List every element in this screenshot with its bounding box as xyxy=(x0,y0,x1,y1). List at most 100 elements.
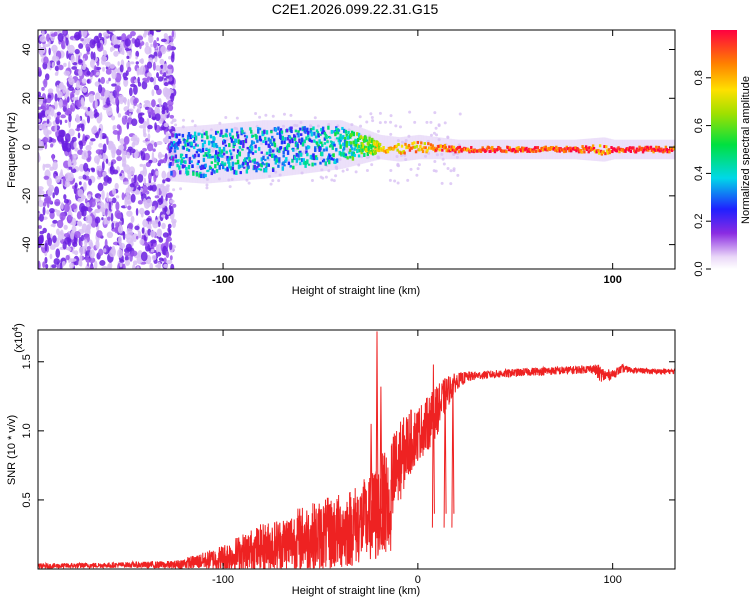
spectrogram-signal-cell xyxy=(197,160,200,164)
spectrogram-signal-cell xyxy=(605,145,608,149)
spectrogram-noise-cell xyxy=(169,114,175,119)
spectrogram-signal-cell xyxy=(319,161,322,165)
spectrogram-noise-cell xyxy=(86,115,91,124)
spectrogram-noise-cell xyxy=(88,93,95,103)
spectrogram-signal-cell xyxy=(609,149,612,153)
spectrogram-halo-cell xyxy=(209,124,213,184)
spectrogram-noise-cell xyxy=(146,217,152,222)
spectrogram-noise-cell xyxy=(67,77,73,83)
spectrogram-signal-cell xyxy=(413,141,416,145)
spectrogram-signal-cell xyxy=(314,135,318,139)
spectrogram-noise-cell xyxy=(111,197,117,204)
spectrogram-signal-cell xyxy=(328,159,331,165)
spectrogram-noise-cell xyxy=(86,245,91,251)
spectrogram-signal-cell xyxy=(241,148,244,151)
spectrogram-noise-cell xyxy=(193,124,197,128)
spectrogram-noise-cell xyxy=(50,143,54,148)
spectrogram-signal-cell xyxy=(175,143,178,149)
spectrogram-noise-cell xyxy=(143,100,151,104)
spectrogram-noise-cell xyxy=(434,126,438,130)
spectrogram-signal-cell xyxy=(357,154,361,158)
spectrogram-noise-cell xyxy=(124,252,131,257)
spectrogram-noise-cell xyxy=(65,142,72,153)
spectrogram-noise-cell xyxy=(118,125,122,135)
spectrogram-signal-cell xyxy=(660,147,663,151)
spectrogram-noise-cell xyxy=(94,208,99,213)
spectrogram-signal-cell xyxy=(186,147,189,152)
spectrogram-noise-cell xyxy=(82,174,87,180)
spectrogram-signal-cell xyxy=(297,132,300,138)
spectrogram-noise-cell xyxy=(144,79,150,83)
spectrogram-noise-cell xyxy=(181,125,185,129)
spectrogram-halo-cell xyxy=(425,135,429,160)
spectrogram-noise-cell xyxy=(455,155,459,159)
spectrogram-noise-cell xyxy=(376,129,380,133)
spectrogram-signal-cell xyxy=(216,130,220,134)
spectrogram-noise-cell xyxy=(100,95,104,101)
spectrogram-signal-cell xyxy=(247,155,250,159)
spectrogram-signal-cell xyxy=(365,139,369,142)
spectrogram-noise-cell xyxy=(127,98,130,109)
spectrogram-noise-cell xyxy=(76,221,80,226)
spectrogram-signal-cell xyxy=(338,140,341,145)
spectrogram-signal-cell xyxy=(339,133,342,137)
spectrogram-noise-cell xyxy=(66,214,73,224)
spectrogram-signal-cell xyxy=(577,148,580,152)
spectrogram-signal-cell xyxy=(271,149,275,153)
spectrogram-signal-cell xyxy=(361,148,364,153)
spectrogram-signal-cell xyxy=(282,161,285,165)
spectrogram-signal-cell xyxy=(330,129,334,134)
spectrogram-noise-cell xyxy=(41,93,47,101)
spectrogram-signal-cell xyxy=(210,141,213,144)
spectrogram-noise-cell xyxy=(106,192,109,202)
spectrogram-noise-cell xyxy=(165,96,171,100)
spectrogram-noise-cell xyxy=(458,112,462,116)
spectrogram-noise-cell xyxy=(449,182,453,186)
spectrogram-signal-cell xyxy=(403,151,406,155)
spectrogram-signal-cell xyxy=(374,145,377,149)
spectrogram-noise-cell xyxy=(169,242,173,251)
spectrogram-signal-cell xyxy=(244,138,248,144)
spectrogram-noise-cell xyxy=(144,242,149,247)
spectrogram-noise-cell xyxy=(245,178,249,182)
spectrogram-noise-cell xyxy=(85,266,90,269)
spectrogram-signal-cell xyxy=(658,149,661,153)
spectrogram-noise-cell xyxy=(89,266,94,269)
spectrogram-signal-cell xyxy=(276,159,279,163)
spectrogram-signal-cell xyxy=(193,140,196,144)
spectrogram-noise-cell xyxy=(278,173,282,177)
spectrogram-noise-cell xyxy=(132,263,136,269)
spectrogram-noise-cell xyxy=(136,266,140,269)
colorbar-title: Normalized spectral amplitude xyxy=(740,76,750,224)
spectrogram-noise-cell xyxy=(332,179,336,183)
spectrogram-noise-cell xyxy=(365,120,369,124)
spectrogram-signal-cell xyxy=(253,161,256,164)
spectrogram-signal-cell xyxy=(282,154,285,158)
spectrogram-noise-cell xyxy=(121,192,125,201)
colorbar-gradient xyxy=(711,30,737,269)
snr-multiplier-base: (x10 xyxy=(13,331,25,352)
spectrogram-noise-cell xyxy=(81,30,88,38)
spectrogram-signal-cell xyxy=(330,157,334,160)
spectrogram-noise-cell xyxy=(162,232,169,238)
spectrogram-noise-cell xyxy=(51,264,57,269)
spectrogram-noise-cell xyxy=(42,137,49,143)
spectrogram-halo-cell xyxy=(325,120,329,171)
spectrogram-noise-cell xyxy=(54,198,61,207)
spectrogram-noise-cell xyxy=(109,63,115,69)
spectrogram-halo-cell xyxy=(299,120,303,175)
spectrogram-noise-cell xyxy=(58,82,63,90)
spectrogram-noise-cell xyxy=(121,149,127,156)
spectrogram-noise-cell xyxy=(44,242,48,252)
spectrogram-noise-cell xyxy=(149,262,154,269)
spectrogram-signal-cell xyxy=(244,160,248,164)
spectrogram-signal-cell xyxy=(245,157,249,160)
spectrogram-y-tick-label: 0 xyxy=(21,144,33,150)
spectrogram-signal-cell xyxy=(232,148,235,152)
spectrogram-noise-cell xyxy=(116,148,122,156)
spectrogram-signal-cell xyxy=(528,149,532,153)
spectrogram-noise-cell xyxy=(191,119,195,123)
spectrogram-noise-cell xyxy=(157,220,161,228)
spectrogram-noise-cell xyxy=(133,84,138,95)
spectrogram-signal-cell xyxy=(223,139,227,144)
